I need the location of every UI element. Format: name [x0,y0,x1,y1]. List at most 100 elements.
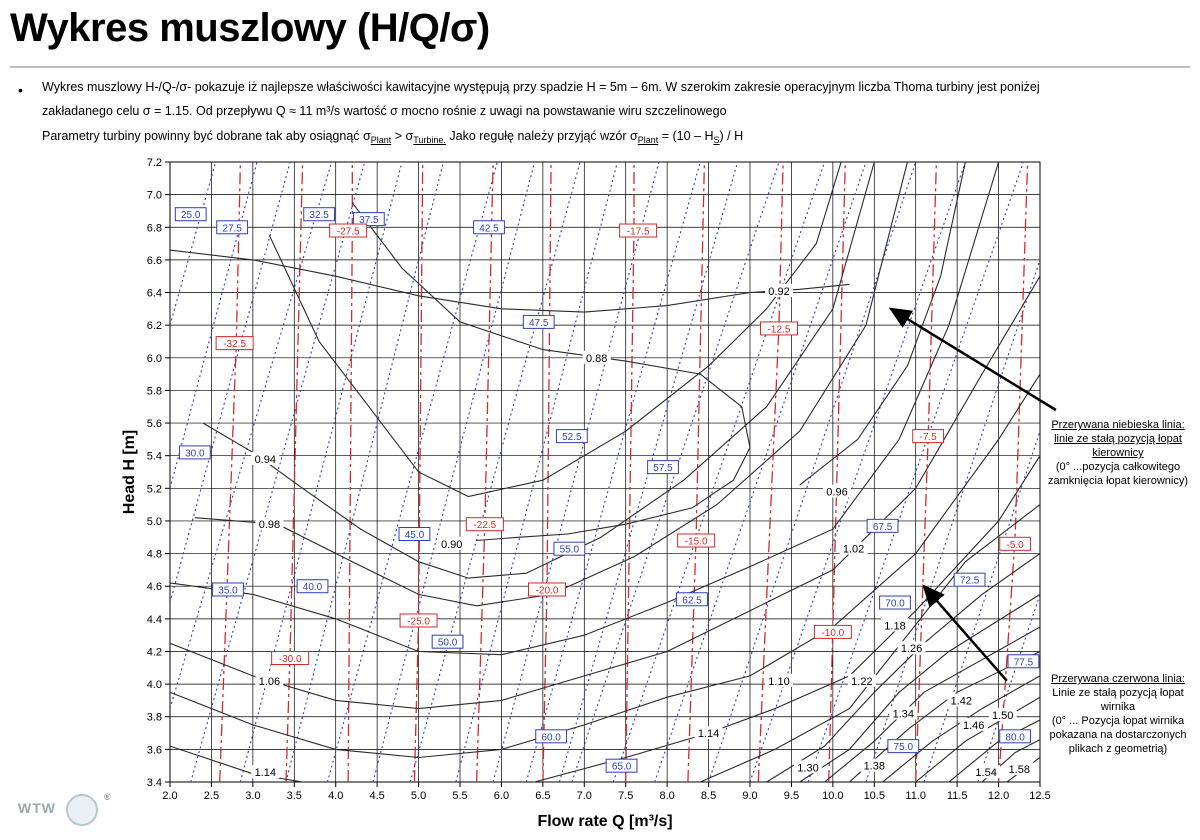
plot-area [170,162,1040,782]
sigma-label-bg [988,708,1017,722]
guide-vane-label-box [555,429,588,444]
red-note-body: (0° ... Pozycja łopat wirnika pokazana n… [1049,715,1187,755]
description-line-3: Parametry turbiny powinny być dobrane ta… [42,129,743,145]
x-tick-label: 11.0 [905,790,926,802]
sigma-label-bg [255,517,284,531]
sigma-contour [948,719,1040,782]
sigma-label-bg [765,283,793,297]
x-tick-label: 2.0 [162,790,177,802]
sigma-label: 1.14 [698,728,719,740]
runner-blade-label-box [399,613,438,628]
y-tick-label: 5.4 [147,451,162,463]
sigma-label: 1.34 [893,708,914,720]
sigma-label-bg [972,765,1001,779]
runner-blade-label-box [271,651,310,665]
x-tick-label: 10.5 [864,790,885,802]
blue-note-title: Przerywana niebieska linia: [1051,419,1185,431]
runner-blade-line [997,162,1029,782]
y-tick-label: 6.6 [147,255,162,267]
runner-blade-label: -7.5 [920,432,938,443]
guide-vane-line [612,162,826,782]
guide-vane-line [923,431,1040,782]
guide-vane-label-box [1007,654,1040,669]
description-line-1: Wykres muszlowy H-/Q-/σ- pokazuje iż naj… [42,80,1040,94]
runner-blade-label: -12.5 [768,324,791,335]
sigma-label-bg [765,673,793,687]
y-tick-label: 4.2 [147,646,162,658]
guide-vane-label: 37.5 [359,215,379,226]
runner-blade-label-box [528,582,566,597]
guide-vane-label: 35.0 [218,585,238,596]
guide-vane-label: 52.5 [562,432,582,443]
x-tick-label: 11.5 [947,790,968,802]
sigma-label: 1.54 [975,767,996,779]
runner-blade-line [219,162,242,782]
guide-vane-line [708,162,917,782]
x-tick-label: 4.5 [369,790,384,802]
slide-title: Wykres muszlowy (H/Q/σ) [10,6,490,50]
y-tick-label: 4.4 [147,614,162,626]
runner-blade-label: -20.0 [536,585,559,596]
x-tick-label: 7.5 [618,790,633,802]
runner-blade-label: -10.0 [821,628,844,639]
y-tick-label: 6.0 [147,353,162,365]
runner-blade-line [542,162,552,782]
guide-vane-label-box [535,729,568,744]
guide-vane-label: 72.5 [960,576,980,587]
guide-vane-line [455,162,618,782]
sigma-label: 1.46 [963,720,984,732]
sigma-label-bg [823,484,851,498]
runner-blade-label: -5.0 [1007,540,1025,551]
guide-vane-line [492,162,660,782]
sigma-label: 0.92 [768,286,789,298]
x-tick-label: 3.0 [245,790,260,802]
x-tick-label: 9.0 [742,790,757,802]
red-note-title: Przerywana czerwona linia: [1051,673,1185,685]
sigma-label: 0.90 [441,539,462,551]
sigma-contour [170,745,303,782]
line3-part-d: = (10 – H [658,129,714,143]
x-tick-label: 7.0 [577,790,592,802]
guide-vane-line [190,162,366,782]
y-tick-label: 6.2 [147,320,162,332]
guide-vane-label: 65.0 [612,762,632,773]
guide-vane-label-box [676,592,708,607]
sigma-contour [202,162,875,579]
runner-blade-label-box [215,336,254,351]
guide-vane-line [977,594,1040,782]
line3-sub-turbine: Turbine. [413,135,446,145]
guide-vane-label: 75.0 [894,742,914,753]
guide-vane-label-box [999,729,1032,744]
line3-part-a: Parametry turbiny powinny być dobrane ta… [42,129,371,143]
sigma-contour [799,593,1040,782]
sigma-label-bg [251,451,280,465]
runner-blade-line [347,162,353,782]
guide-vane-label: 62.5 [682,595,702,606]
y-tick-label: 7.2 [147,157,162,169]
guide-vane-label: 30.0 [185,448,205,459]
guide-vane-line [326,162,498,782]
runner-blade-label-box [619,223,658,238]
sigma-contour [194,162,908,607]
sigma-label-bg [947,693,976,707]
guide-vane-label: 55.0 [560,545,580,556]
blue-line-note: Przerywana niebieska linia: linie ze sta… [1040,418,1196,488]
runner-blade-line [475,162,494,782]
runner-blade-label-box [677,533,716,548]
guide-vane-label-box [216,220,249,235]
red-note-body-underlined: Linie ze stałą pozycją łopat wirnika [1052,687,1184,713]
guide-vane-label: 25.0 [181,210,201,221]
sigma-contour [799,162,966,486]
y-tick-label: 4.6 [147,581,162,593]
x-tick-label: 8.5 [701,790,716,802]
sigma-label-bg [959,717,988,731]
line3-sub-plant: Plant [370,135,392,145]
sigma-label: 1.50 [992,710,1013,722]
sigma-label: 0.98 [259,519,280,531]
sigma-label: 1.30 [797,762,818,774]
sigma-label-bg [897,641,926,655]
guide-vane-line [285,162,444,782]
guide-vane-line [525,162,701,782]
runner-blade-label-box [999,536,1032,551]
